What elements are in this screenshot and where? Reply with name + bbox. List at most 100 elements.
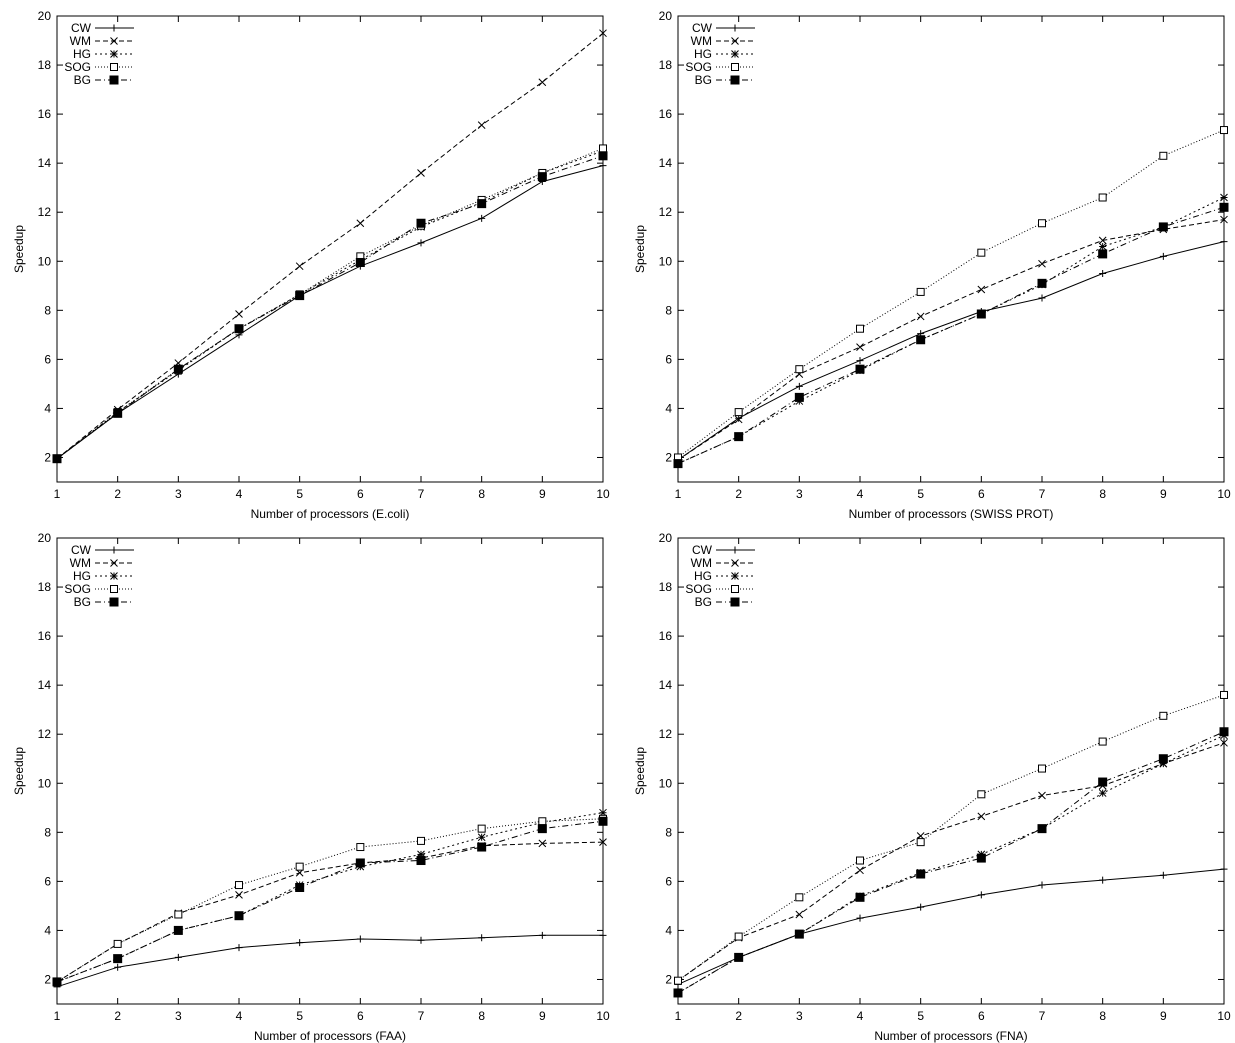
data-point-cw: [1159, 871, 1167, 879]
data-point-cw: [1220, 865, 1228, 873]
data-point-bg: [234, 911, 244, 921]
data-point-bg: [976, 853, 986, 863]
series-line-bg: [56, 820, 604, 983]
y-tick-label: 18: [659, 580, 673, 594]
data-point-bg: [673, 459, 683, 469]
data-point-cw: [977, 891, 985, 899]
data-point-cw: [417, 239, 425, 247]
data-point-cw: [1038, 294, 1046, 302]
data-point-sog: [795, 365, 804, 374]
data-point-hg: [417, 850, 425, 859]
y-tick-label: 10: [659, 776, 673, 790]
series-line-bg: [56, 155, 604, 460]
data-point-bg: [537, 824, 547, 834]
x-tick-label: 1: [675, 1009, 682, 1023]
y-tick-label: 4: [44, 401, 51, 415]
data-point-wm: [795, 910, 804, 919]
data-point-bg: [794, 392, 804, 402]
legend-label-sog: SOG: [685, 60, 712, 74]
y-tick-label: 20: [659, 531, 673, 545]
data-point-wm: [1220, 738, 1228, 747]
data-point-hg: [599, 808, 607, 817]
x-tick-label: 3: [796, 487, 803, 501]
data-point-bg: [355, 858, 365, 868]
y-tick-label: 2: [44, 972, 51, 986]
data-point-bg: [855, 892, 865, 902]
y-tick-label: 20: [659, 9, 673, 23]
data-point-wm: [977, 812, 986, 821]
legend-label-cw: CW: [71, 21, 92, 35]
data-point-sog: [113, 939, 122, 948]
legend-label-cw: CW: [71, 543, 92, 557]
data-point-hg: [1098, 789, 1107, 797]
plot-frame: [56, 537, 604, 1005]
x-tick-label: 1: [54, 1009, 61, 1023]
data-point-cw: [795, 382, 803, 390]
data-point-bg: [113, 954, 123, 964]
x-tick-label: 5: [296, 487, 303, 501]
data-point-sog: [235, 881, 243, 890]
data-point-sog: [1038, 219, 1046, 228]
data-point-wm: [235, 891, 243, 899]
data-point-wm: [417, 169, 425, 177]
series-line-wm: [56, 32, 604, 460]
x-tick-label: 9: [539, 487, 546, 501]
data-point-sog: [977, 790, 986, 799]
series-line-hg: [56, 150, 604, 460]
data-point-bg: [673, 988, 683, 998]
data-point-wm: [538, 78, 547, 87]
x-tick-label: 8: [1099, 487, 1106, 501]
data-point-cw: [1159, 252, 1167, 260]
data-point-wm: [977, 285, 986, 294]
y-axis-title: Speedup: [12, 225, 26, 273]
series-line-sog: [677, 694, 1225, 982]
legend-marker-cw: [731, 24, 739, 32]
data-point-bg: [855, 364, 865, 374]
data-point-wm: [856, 866, 864, 875]
y-tick-label: 8: [665, 825, 672, 839]
data-point-sog: [1038, 764, 1046, 773]
data-point-wm: [1038, 259, 1046, 268]
legend-marker-sog: [110, 63, 118, 71]
data-point-sog: [1159, 711, 1168, 720]
data-point-cw: [296, 939, 304, 947]
data-point-bg: [477, 199, 487, 209]
data-point-bg: [916, 335, 926, 345]
data-point-bg: [355, 257, 365, 267]
data-point-wm: [295, 262, 304, 271]
x-tick-label: 7: [1039, 487, 1046, 501]
series-line-bg: [677, 731, 1225, 994]
data-point-cw: [356, 935, 364, 943]
data-point-bg: [416, 218, 426, 228]
series-line-hg: [56, 812, 604, 983]
data-point-bg: [416, 856, 426, 866]
legend-label-sog: SOG: [64, 582, 91, 596]
data-point-sog: [734, 932, 743, 941]
x-tick-label: 8: [478, 487, 485, 501]
data-point-bg: [1158, 754, 1168, 764]
data-point-wm: [1220, 215, 1228, 224]
legend-marker-hg: [731, 50, 739, 58]
series-line-cw: [677, 241, 1225, 461]
x-tick-label: 9: [1160, 1009, 1167, 1023]
y-axis-title: Speedup: [633, 225, 647, 273]
legend-marker-sog: [731, 585, 739, 593]
legend-marker-sog: [731, 63, 739, 71]
x-tick-label: 4: [857, 1009, 864, 1023]
x-tick-label: 2: [735, 1009, 742, 1023]
data-point-wm: [1098, 236, 1107, 245]
x-tick-label: 1: [675, 487, 682, 501]
data-point-sog: [295, 862, 304, 871]
legend-label-wm: WM: [691, 556, 712, 570]
data-point-sog: [977, 248, 986, 257]
x-tick-label: 10: [596, 1009, 610, 1023]
data-point-bg: [1037, 278, 1047, 288]
y-tick-label: 16: [38, 629, 52, 643]
data-point-bg: [794, 929, 804, 939]
x-axis-title: Number of processors (FNA): [874, 1029, 1027, 1043]
x-tick-label: 9: [1160, 487, 1167, 501]
data-point-bg: [1098, 777, 1108, 787]
